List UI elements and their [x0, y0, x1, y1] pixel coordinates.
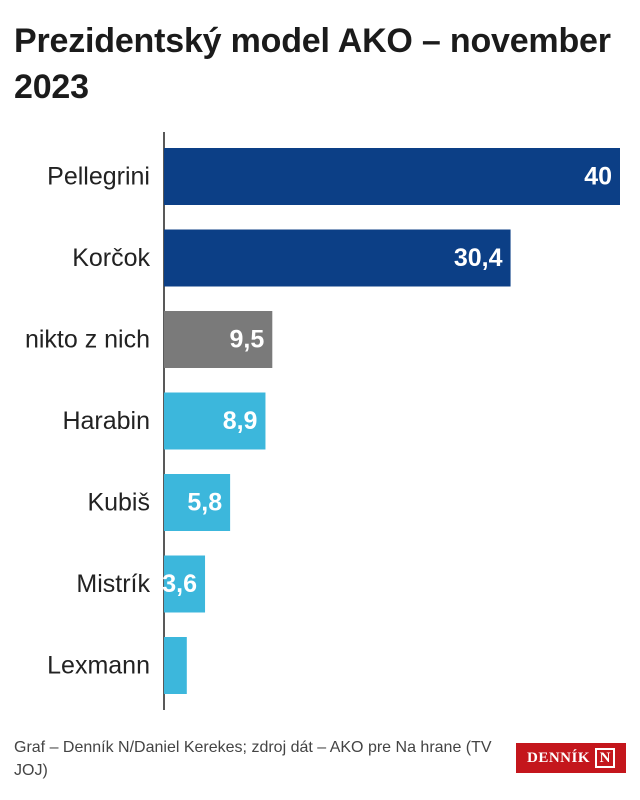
category-label: Korčok [72, 244, 150, 272]
category-label: Pellegrini [47, 163, 150, 191]
category-label: nikto z nich [25, 326, 150, 354]
value-label: 30,4 [454, 244, 503, 272]
category-label: Kubiš [87, 489, 150, 517]
value-label: 8,9 [223, 407, 258, 435]
bar-5 [164, 555, 206, 613]
value-label: 5,8 [187, 489, 222, 517]
bar-4 [164, 474, 231, 531]
dennik-n-logo[interactable]: DENNÍK N [516, 743, 626, 773]
value-label: 40 [584, 163, 612, 191]
bar-3 [164, 392, 266, 450]
source-note: Graf – Denník N/Daniel Kerekes; zdroj dá… [14, 739, 492, 779]
bar-chart: Pellegrini 40 Korčok 30,4 nikto z nich 9,5 Har… [25, 132, 620, 710]
bar-1 [164, 229, 511, 287]
bar-2 [164, 311, 273, 368]
category-label: Mistrík [76, 570, 150, 598]
logo-n-icon: N [595, 748, 615, 768]
bar-6 [164, 637, 187, 694]
category-label: Lexmann [47, 652, 150, 680]
value-label: 9,5 [230, 326, 265, 354]
chart-title: Prezidentský model AKO – november 2023 [14, 22, 611, 106]
value-label: 3,6 [162, 570, 197, 598]
logo-text: DENNÍK [526, 749, 590, 766]
bar-0 [164, 148, 620, 205]
category-label: Harabin [62, 407, 150, 435]
